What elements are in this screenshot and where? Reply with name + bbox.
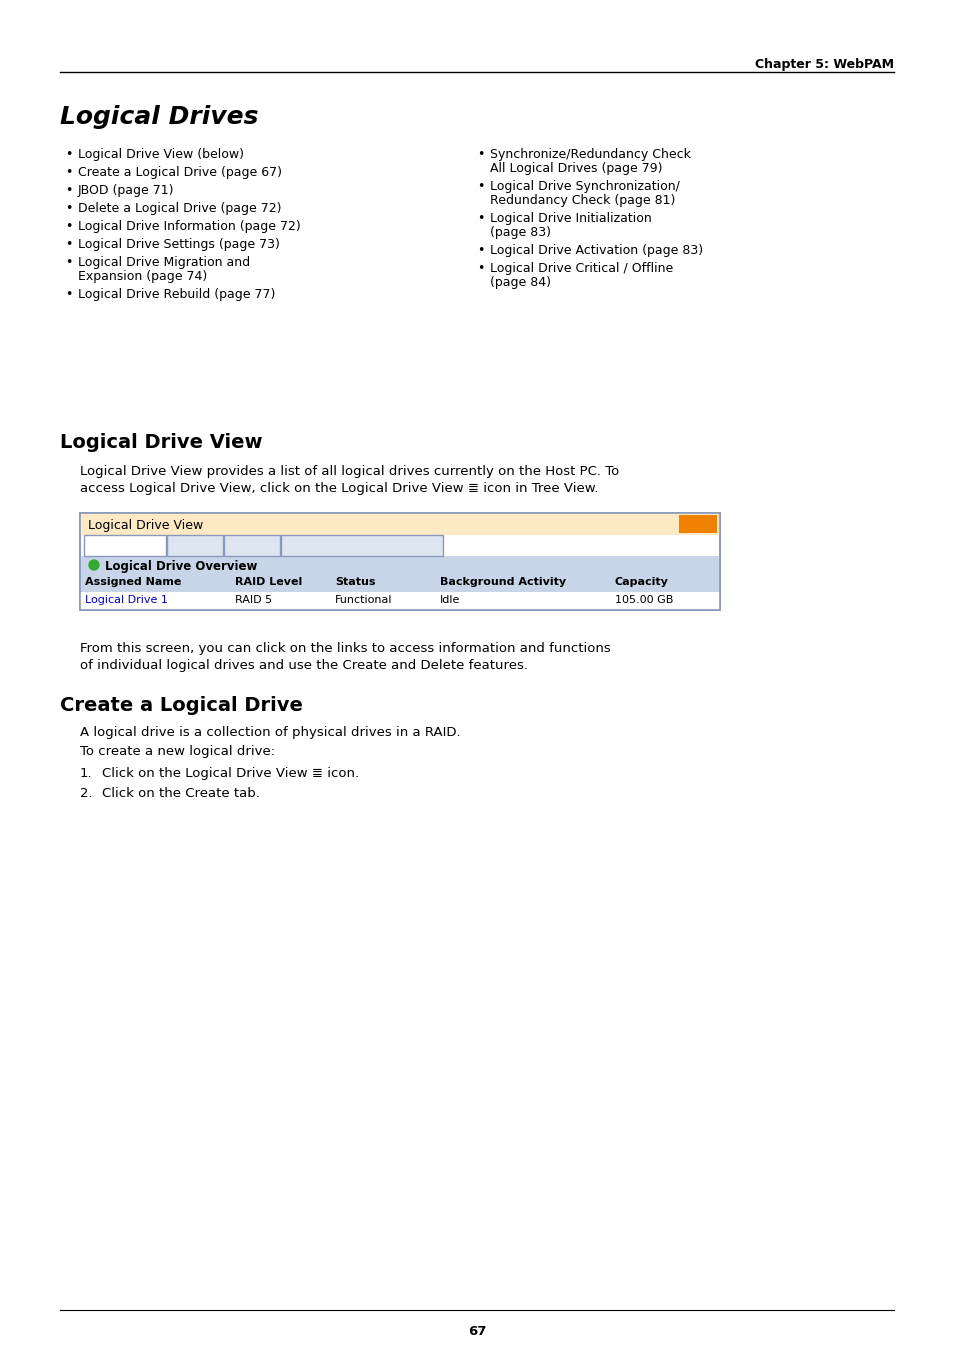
Text: Chapter 5: WebPAM: Chapter 5: WebPAM	[754, 58, 893, 72]
Text: •: •	[65, 288, 72, 301]
Text: Expansion (page 74): Expansion (page 74)	[78, 270, 207, 283]
Text: 2.: 2.	[80, 787, 92, 800]
Bar	[679, 515, 717, 533]
Text: Logical Drive Overview: Logical Drive Overview	[105, 560, 257, 573]
Bar	[167, 535, 223, 556]
Text: of individual logical drives and use the Create and Delete features.: of individual logical drives and use the…	[80, 658, 527, 672]
Circle shape	[89, 560, 99, 571]
Bar	[80, 512, 720, 535]
Text: RAID Level: RAID Level	[234, 577, 302, 587]
Text: Assigned Name: Assigned Name	[85, 577, 181, 587]
Text: Logical Drive Migration and: Logical Drive Migration and	[78, 256, 250, 269]
Text: All Logical Drives (page 79): All Logical Drives (page 79)	[490, 162, 661, 174]
Text: 105.00 GB: 105.00 GB	[615, 595, 673, 604]
Text: •: •	[476, 243, 484, 257]
Text: Capacity: Capacity	[615, 577, 668, 587]
Text: A logical drive is a collection of physical drives in a RAID.: A logical drive is a collection of physi…	[80, 726, 460, 740]
Bar	[281, 535, 442, 556]
Text: Redundancy Check (page 81): Redundancy Check (page 81)	[490, 193, 675, 207]
Bar	[84, 535, 166, 556]
Text: Synchronization Schedule: Synchronization Schedule	[290, 539, 434, 550]
Text: •: •	[65, 147, 72, 161]
Text: Logical Drive Information (page 72): Logical Drive Information (page 72)	[78, 220, 300, 233]
Text: Background Activity: Background Activity	[439, 577, 565, 587]
Text: •: •	[65, 220, 72, 233]
Text: Functional: Functional	[335, 595, 392, 604]
Text: From this screen, you can click on the links to access information and functions: From this screen, you can click on the l…	[80, 642, 610, 654]
Text: Logical Drive Critical / Offline: Logical Drive Critical / Offline	[490, 262, 673, 274]
Text: Click on the Create tab.: Click on the Create tab.	[102, 787, 259, 800]
Text: Help: Help	[682, 518, 713, 531]
Text: Delete a Logical Drive (page 72): Delete a Logical Drive (page 72)	[78, 201, 281, 215]
Text: (page 84): (page 84)	[490, 276, 551, 289]
Text: 67: 67	[467, 1325, 486, 1338]
Text: Create a Logical Drive (page 67): Create a Logical Drive (page 67)	[78, 166, 282, 178]
Text: Synchronize/Redundancy Check: Synchronize/Redundancy Check	[490, 147, 690, 161]
Text: (page 83): (page 83)	[490, 226, 551, 239]
Text: Logical Drive Activation (page 83): Logical Drive Activation (page 83)	[490, 243, 702, 257]
Text: •: •	[65, 201, 72, 215]
Text: •: •	[476, 262, 484, 274]
Text: Click on the Logical Drive View ≣ icon.: Click on the Logical Drive View ≣ icon.	[102, 767, 358, 780]
Text: Logical Drive View (below): Logical Drive View (below)	[78, 147, 244, 161]
Bar	[80, 512, 720, 610]
Text: Create a Logical Drive: Create a Logical Drive	[60, 696, 302, 715]
Text: Create: Create	[176, 539, 213, 550]
Text: •: •	[476, 180, 484, 193]
Text: •: •	[65, 256, 72, 269]
Text: •: •	[65, 166, 72, 178]
Text: Logical Drive 1: Logical Drive 1	[85, 595, 168, 604]
Text: •: •	[476, 147, 484, 161]
Bar	[80, 556, 720, 575]
Text: Status: Status	[335, 577, 375, 587]
Text: Logical Drives: Logical Drives	[60, 105, 258, 128]
Text: Information: Information	[89, 539, 162, 550]
Text: •: •	[65, 238, 72, 251]
Text: JBOD (page 71): JBOD (page 71)	[78, 184, 174, 197]
Text: •: •	[476, 212, 484, 224]
Text: Logical Drive View: Logical Drive View	[60, 433, 262, 452]
Bar	[80, 575, 720, 592]
Text: Idle: Idle	[439, 595, 460, 604]
Text: RAID 5: RAID 5	[234, 595, 272, 604]
Text: Delete: Delete	[233, 539, 270, 550]
Text: Logical Drive View: Logical Drive View	[88, 519, 203, 531]
Bar	[80, 592, 720, 610]
Text: 1.: 1.	[80, 767, 92, 780]
Text: To create a new logical drive:: To create a new logical drive:	[80, 745, 274, 758]
Text: access Logical Drive View, click on the Logical Drive View ≣ icon in Tree View.: access Logical Drive View, click on the …	[80, 483, 598, 495]
Text: Logical Drive Initialization: Logical Drive Initialization	[490, 212, 651, 224]
Text: •: •	[65, 184, 72, 197]
Text: Logical Drive Settings (page 73): Logical Drive Settings (page 73)	[78, 238, 279, 251]
Text: Logical Drive View provides a list of all logical drives currently on the Host P: Logical Drive View provides a list of al…	[80, 465, 618, 479]
Text: Logical Drive Synchronization/: Logical Drive Synchronization/	[490, 180, 679, 193]
Bar	[224, 535, 280, 556]
Bar	[80, 512, 720, 610]
Text: Logical Drive Rebuild (page 77): Logical Drive Rebuild (page 77)	[78, 288, 275, 301]
